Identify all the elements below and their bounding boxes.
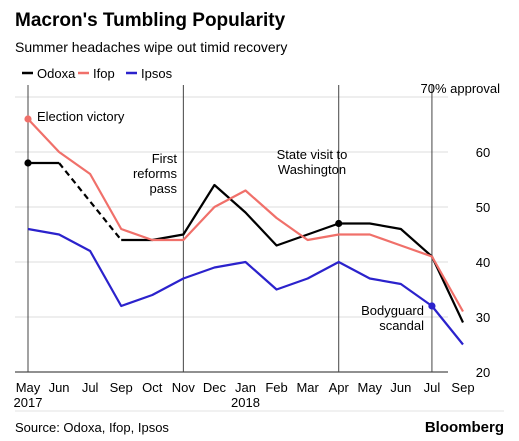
x-tick-label: Sep (110, 380, 133, 395)
chart-title: Macron's Tumbling Popularity (15, 10, 286, 31)
y-tick-label: 50 (476, 200, 490, 215)
x-tick-label: Mar (296, 380, 319, 395)
series-marker-ifop (24, 115, 32, 123)
legend-label-ipsos: Ipsos (141, 66, 173, 81)
annotations: Election victory First reforms pass State vi… (37, 109, 424, 333)
x-tick-label: May (358, 380, 383, 395)
x-tick-label: Jun (49, 380, 70, 395)
annotation-label: Bodyguard scandal (361, 303, 424, 333)
x-tick-label: Apr (329, 380, 350, 395)
chart-subtitle: Summer headaches wipe out timid recovery (15, 39, 287, 55)
source-note: Source: Odoxa, Ifop, Ipsos (15, 420, 169, 435)
x-tick-label: May (16, 380, 41, 395)
x-tick-label: Dec (203, 380, 227, 395)
y-tick-label: 40 (476, 255, 490, 270)
series-markers (24, 115, 436, 310)
series-line-odoxa (121, 183, 464, 323)
annotation-label: Election victory (37, 109, 125, 124)
x-tick-sublabel: 2017 (14, 395, 43, 410)
series-line-ipsos (27, 227, 464, 346)
x-tick-sublabel: 2018 (231, 395, 260, 410)
y-tick-label: 20 (476, 365, 490, 380)
x-tick-label: Nov (172, 380, 196, 395)
x-tick-label: Feb (265, 380, 287, 395)
series-marker-ipsos (428, 302, 436, 310)
y-tick-label: 30 (476, 310, 490, 325)
x-tick-label: Jan (235, 380, 256, 395)
event-lines (27, 85, 433, 372)
legend-label-odoxa: Odoxa (37, 66, 76, 81)
y-tick-label: 70% approval (421, 81, 501, 96)
legend: Odoxa Ifop Ipsos (22, 66, 173, 81)
series-marker-odoxa (24, 159, 32, 167)
x-tick-label: Jul (424, 380, 441, 395)
annotation-label: State visit to Washington (277, 147, 348, 177)
series-marker-odoxa (335, 219, 343, 228)
x-axis-ticks: May Jun Jul Sep Oct Nov Dec Jan Feb Mar Apr May Jun J… (14, 380, 475, 410)
x-tick-label: Sep (451, 380, 474, 395)
x-tick-label: Oct (142, 380, 163, 395)
y-tick-label: 60 (476, 145, 490, 160)
x-tick-label: Jul (82, 380, 99, 395)
series-lines (27, 118, 464, 346)
series-line-ifop (27, 118, 464, 313)
brand-logo: Bloomberg (425, 419, 504, 436)
y-axis-ticks: 20 30 40 50 60 70% approval (421, 81, 501, 380)
grid-lines (15, 96, 448, 373)
legend-label-ifop: Ifop (93, 66, 115, 81)
x-tick-label: Jun (390, 380, 411, 395)
series-dashed-odoxa (58, 162, 123, 241)
annotation-label: First reforms pass (133, 151, 178, 196)
